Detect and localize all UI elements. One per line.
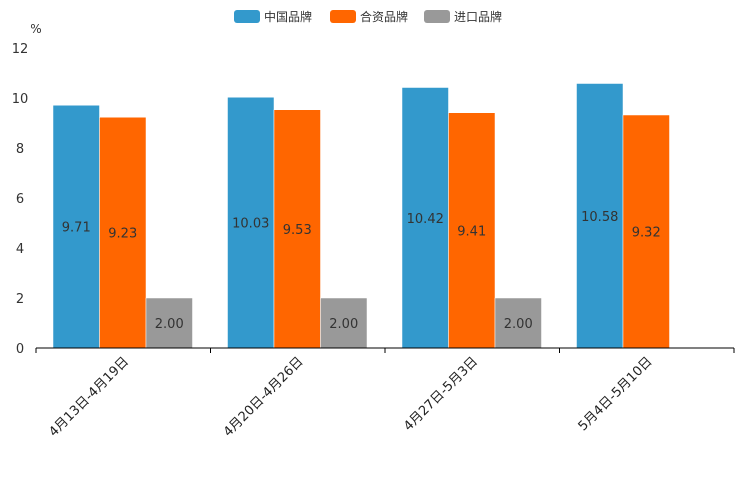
bar-value-label: 10.42 (407, 212, 444, 227)
legend-label: 合资品牌 (360, 9, 408, 24)
bar[interactable] (227, 97, 275, 349)
bar-value-label: 9.71 (62, 221, 91, 236)
legend-swatch (330, 10, 356, 23)
y-axis-unit-label: % (30, 22, 41, 36)
bar-value-label: 10.03 (232, 217, 269, 232)
x-tick-label: 5月4日-5月10日 (576, 354, 656, 434)
legend-label: 中国品牌 (264, 9, 312, 24)
bar-value-label: 9.32 (632, 226, 661, 241)
bar-value-label: 9.41 (457, 224, 486, 239)
y-axis-ticks: 0 2 4 6 8 10 12 (12, 42, 29, 357)
bar-value-label: 10.58 (581, 210, 618, 225)
bar-value-label: 2.00 (329, 317, 358, 332)
legend-item[interactable]: 进口品牌 (424, 10, 502, 24)
y-tick-label: 6 (16, 192, 24, 207)
x-tick-label: 4月13日-4月19日 (46, 354, 132, 440)
bar-value-label: 9.23 (108, 227, 137, 242)
x-axis-tick-labels: 4月13日-4月19日 4月20日-4月26日 4月27日-5月3日 5月4日-5月1… (46, 354, 655, 440)
y-tick-label: 10 (12, 92, 29, 107)
legend-item[interactable]: 合资品牌 (330, 9, 408, 24)
legend: 中国品牌 合资品牌 进口品牌 (234, 9, 502, 24)
bar[interactable] (320, 297, 368, 349)
bar[interactable] (52, 105, 100, 349)
y-tick-label: 4 (16, 242, 24, 257)
x-tick-label: 4月27日-5月3日 (401, 354, 481, 434)
bar[interactable] (273, 109, 321, 349)
bars: 9.71 9.23 2.00 10.03 9.53 2.00 10.42 9.41 2.00 10… (52, 83, 670, 349)
legend-item[interactable]: 中国品牌 (234, 9, 312, 24)
x-axis (35, 347, 735, 353)
bar[interactable] (145, 297, 193, 349)
bar-value-label: 2.00 (504, 317, 533, 332)
bar-value-label: 2.00 (155, 317, 184, 332)
bar[interactable] (622, 114, 670, 349)
y-tick-label: 8 (16, 142, 24, 157)
bar[interactable] (99, 117, 147, 349)
x-tick-label: 4月20日-4月26日 (221, 354, 307, 440)
legend-swatch (424, 10, 450, 23)
bar[interactable] (448, 112, 496, 349)
legend-swatch (234, 10, 260, 23)
bar[interactable] (401, 87, 449, 349)
legend-label: 进口品牌 (454, 10, 502, 24)
bar[interactable] (576, 83, 624, 349)
y-tick-label: 0 (16, 342, 24, 357)
bar-value-label: 9.53 (283, 223, 312, 238)
y-tick-label: 2 (16, 292, 24, 307)
y-tick-label: 12 (12, 42, 29, 57)
